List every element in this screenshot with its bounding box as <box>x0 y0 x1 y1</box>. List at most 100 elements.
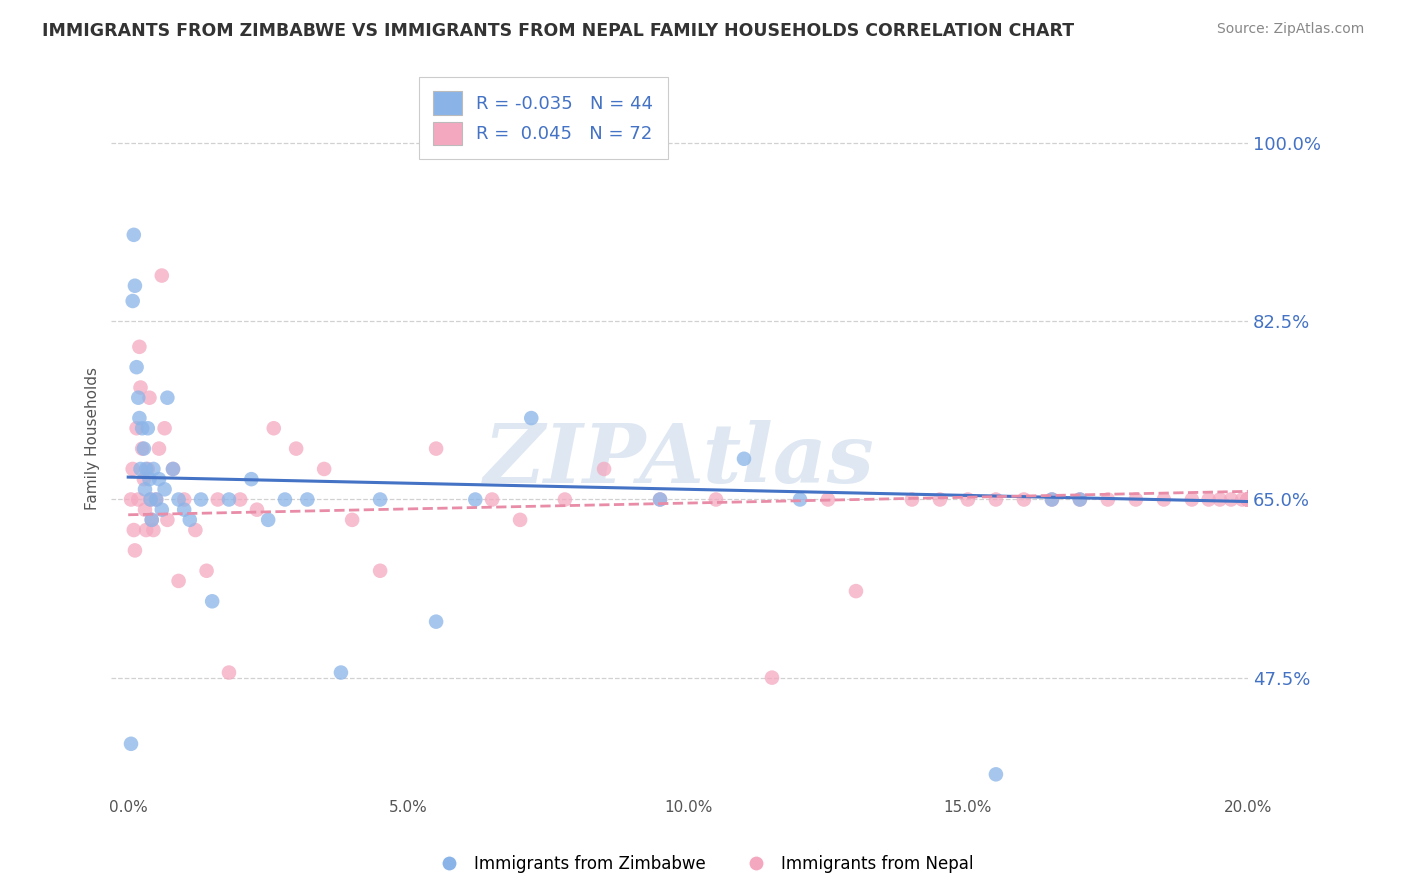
Point <box>156 513 179 527</box>
Point <box>179 513 201 527</box>
Point <box>481 492 503 507</box>
Point <box>984 492 1007 507</box>
Point <box>141 513 163 527</box>
Point <box>1069 492 1091 507</box>
Point <box>817 492 839 507</box>
Point <box>240 472 263 486</box>
Point <box>153 421 176 435</box>
Point <box>425 615 447 629</box>
Point <box>1237 492 1260 507</box>
Point <box>329 665 352 680</box>
Point <box>120 492 142 507</box>
Point <box>1232 492 1254 507</box>
Point <box>1097 492 1119 507</box>
Point <box>845 584 868 599</box>
Point <box>120 737 142 751</box>
Point <box>131 421 153 435</box>
Point <box>173 502 195 516</box>
Point <box>929 492 952 507</box>
Point <box>207 492 229 507</box>
Point <box>1198 492 1220 507</box>
Point <box>139 492 162 507</box>
Point <box>648 492 671 507</box>
Point <box>162 462 184 476</box>
Point <box>1237 492 1260 507</box>
Point <box>121 293 143 308</box>
Point <box>156 391 179 405</box>
Point <box>218 492 240 507</box>
Point <box>201 594 224 608</box>
Point <box>132 442 155 456</box>
Point <box>162 462 184 476</box>
Text: Source: ZipAtlas.com: Source: ZipAtlas.com <box>1216 22 1364 37</box>
Point <box>167 574 190 588</box>
Point <box>761 671 783 685</box>
Point <box>145 492 167 507</box>
Point <box>167 492 190 507</box>
Point <box>593 462 616 476</box>
Point <box>368 492 391 507</box>
Point <box>554 492 576 507</box>
Point <box>1237 492 1260 507</box>
Point <box>984 767 1007 781</box>
Point <box>464 492 486 507</box>
Point <box>128 340 150 354</box>
Text: ZIPAtlas: ZIPAtlas <box>484 420 875 500</box>
Point <box>142 462 165 476</box>
Point <box>314 462 336 476</box>
Point <box>1069 492 1091 507</box>
Point <box>125 360 148 375</box>
Point <box>1040 492 1063 507</box>
Point <box>145 492 167 507</box>
Point <box>134 483 156 497</box>
Point <box>136 421 159 435</box>
Point <box>195 564 218 578</box>
Point <box>1040 492 1063 507</box>
Point <box>218 665 240 680</box>
Point <box>229 492 252 507</box>
Point <box>122 227 145 242</box>
Point <box>1220 492 1243 507</box>
Point <box>121 462 143 476</box>
Point <box>138 472 160 486</box>
Point <box>1237 492 1260 507</box>
Point <box>1237 492 1260 507</box>
Point <box>340 513 363 527</box>
Point <box>901 492 924 507</box>
Point <box>173 492 195 507</box>
Point <box>1237 492 1260 507</box>
Point <box>142 523 165 537</box>
Point <box>148 472 170 486</box>
Point <box>789 492 811 507</box>
Point <box>1125 492 1147 507</box>
Point <box>153 483 176 497</box>
Point <box>127 391 149 405</box>
Point <box>1181 492 1204 507</box>
Point <box>285 442 308 456</box>
Point <box>125 421 148 435</box>
Point <box>139 492 162 507</box>
Legend: Immigrants from Zimbabwe, Immigrants from Nepal: Immigrants from Zimbabwe, Immigrants fro… <box>426 848 980 880</box>
Point <box>122 523 145 537</box>
Point <box>136 462 159 476</box>
Point <box>148 442 170 456</box>
Point <box>124 278 146 293</box>
Point <box>733 451 755 466</box>
Y-axis label: Family Households: Family Households <box>86 367 100 510</box>
Point <box>129 380 152 394</box>
Point <box>297 492 319 507</box>
Point <box>425 442 447 456</box>
Point <box>190 492 212 507</box>
Point <box>1237 492 1260 507</box>
Point <box>124 543 146 558</box>
Point <box>246 502 269 516</box>
Point <box>131 442 153 456</box>
Point <box>520 411 543 425</box>
Point <box>1209 492 1232 507</box>
Point <box>1237 492 1260 507</box>
Point <box>704 492 727 507</box>
Point <box>128 411 150 425</box>
Point <box>368 564 391 578</box>
Point <box>1237 492 1260 507</box>
Point <box>150 268 173 283</box>
